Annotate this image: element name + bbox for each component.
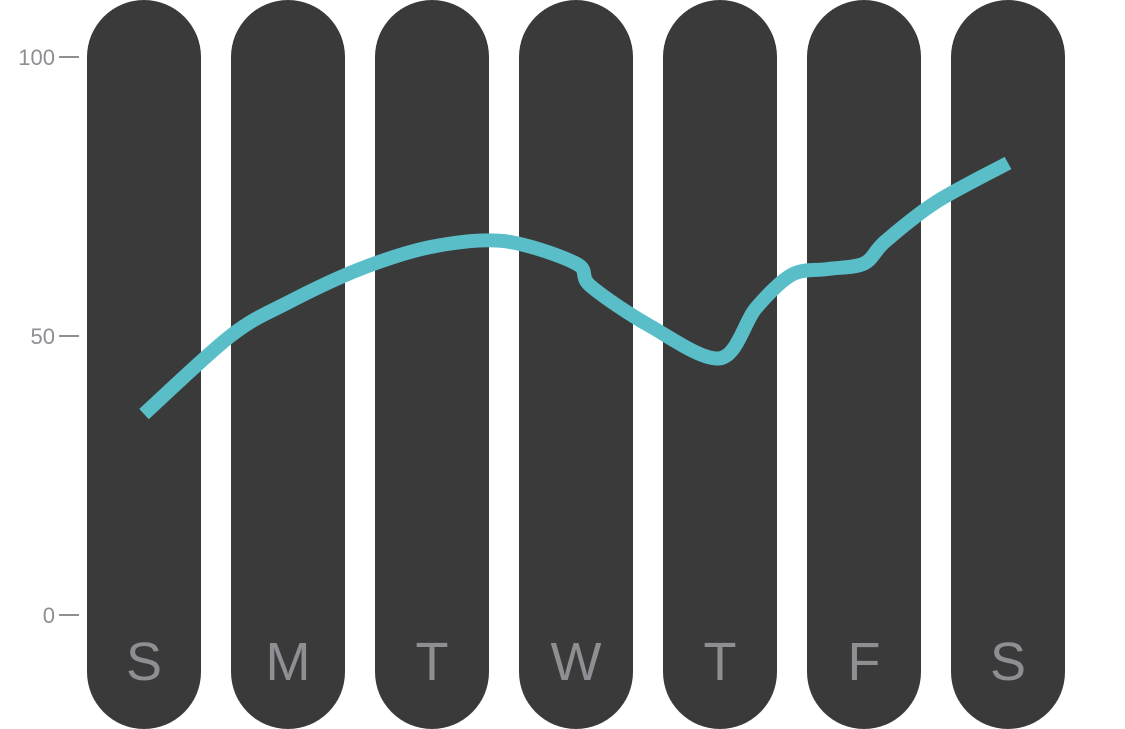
- day-column: [87, 0, 201, 729]
- day-label: T: [416, 632, 449, 692]
- day-column: [231, 0, 345, 729]
- day-label: S: [990, 632, 1026, 692]
- day-label: M: [266, 632, 311, 692]
- series-line: [139, 156, 1012, 420]
- y-tick-label: 100: [18, 45, 55, 70]
- y-axis: 0 50 100: [18, 45, 79, 628]
- day-column: [519, 0, 633, 729]
- y-tick-label: 50: [31, 324, 55, 349]
- day-label: W: [551, 632, 602, 692]
- y-tick-label: 0: [43, 603, 55, 628]
- day-columns: [87, 0, 1065, 729]
- day-label: F: [848, 632, 881, 692]
- day-column: [951, 0, 1065, 729]
- day-label: S: [126, 632, 162, 692]
- series: [139, 156, 1012, 420]
- day-column: [375, 0, 489, 729]
- day-column: [807, 0, 921, 729]
- day-label: T: [704, 632, 737, 692]
